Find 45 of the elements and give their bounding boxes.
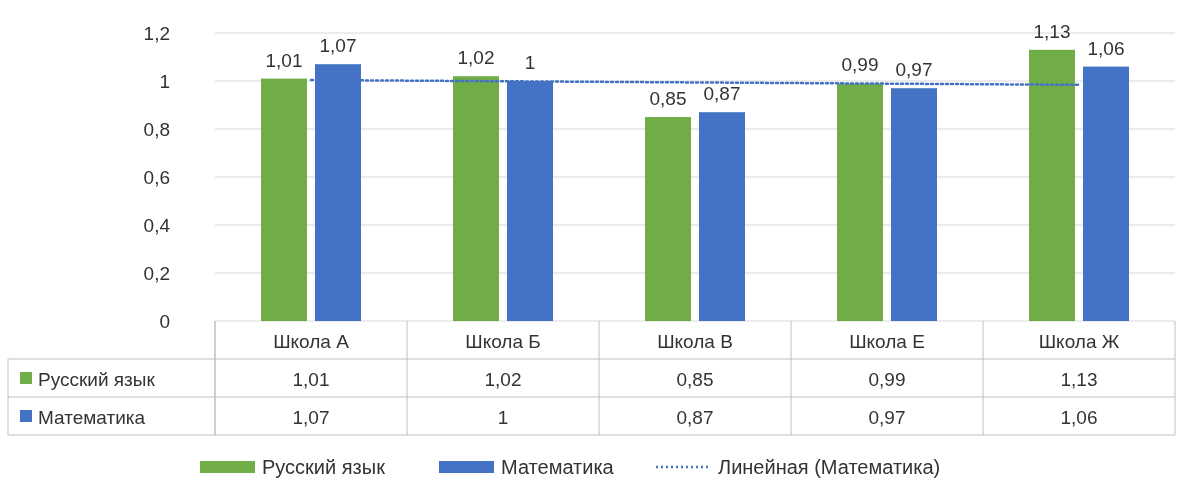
text: 1,13 [1033,20,1071,42]
y-tick-label: 0,2 [143,263,170,284]
x-tick-label: Школа Б [465,331,541,352]
text: Математика [38,407,146,428]
text: 0,97 [895,59,933,81]
text: 1,06 [1087,37,1125,59]
text: Русский язык [262,456,385,478]
bar [891,88,937,321]
bar [837,83,883,321]
text: 1,01 [265,49,303,71]
text: 1,02 [457,47,495,69]
y-tick-label: 0 [159,311,170,332]
data-label: 1,07 [292,407,330,428]
y-tick-label: 1 [159,71,170,92]
bar [453,76,499,321]
text: 1,07 [319,35,357,57]
y-tick-label: 0,4 [143,215,171,236]
x-tick-label: Школа Ж [1038,331,1120,352]
text: 0,87 [703,83,741,105]
data-label: 1 [497,407,509,428]
text: 0,99 [841,54,879,76]
bar [1083,66,1129,321]
legend-label: Математика [501,456,615,478]
data-label: 0,87 [676,407,714,428]
bar [1029,49,1075,321]
data-label: 1,01 [292,369,330,390]
data-label: 1,06 [1060,407,1098,428]
bar [645,117,691,321]
legend-label: Линейная (Математика) [718,456,941,478]
text: 0,85 [649,88,687,109]
x-tick-label: Школа Е [849,331,925,352]
data-label: 1,13 [1060,369,1098,390]
text: 1 [524,52,536,73]
data-label: 1,02 [484,369,522,390]
y-tick-label: 1,2 [143,23,170,44]
x-tick-label: Школа В [657,331,733,352]
data-label: 0,85 [676,369,714,390]
x-tick-label: Школа А [273,331,350,352]
y-tick-label: 0,8 [143,119,170,140]
y-tick-label: 0,6 [143,167,170,188]
bar [699,112,745,321]
legend-label: Русский язык [38,369,156,390]
data-label: 0,99 [868,369,906,390]
data-label: 0,97 [868,407,906,428]
bar [261,78,307,321]
